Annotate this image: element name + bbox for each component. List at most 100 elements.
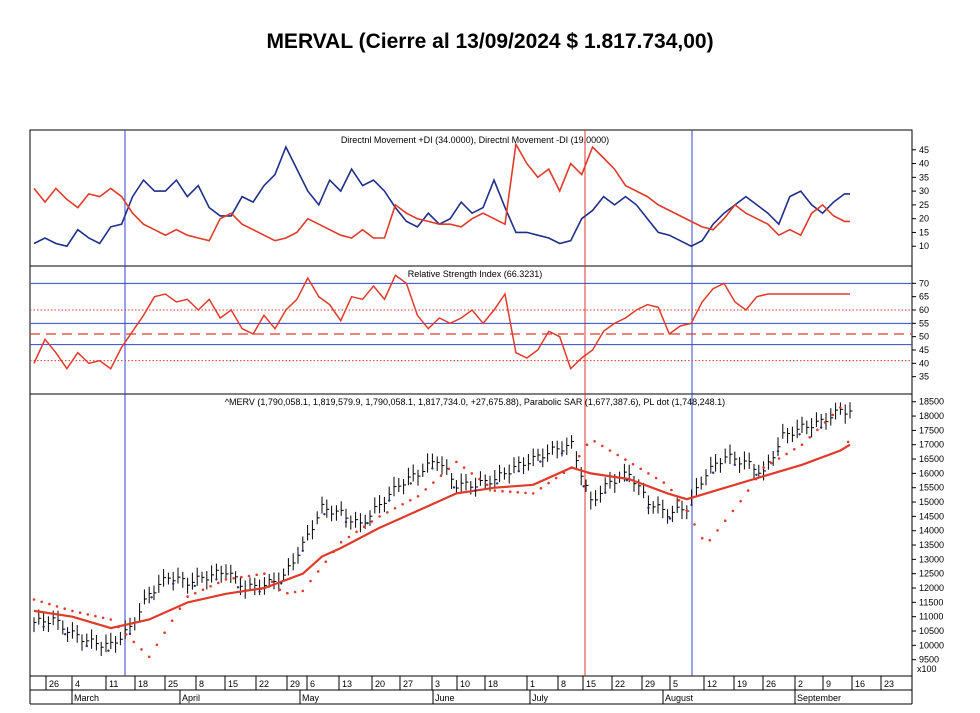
sar-dot-blue: [172, 582, 175, 585]
sar-dot: [447, 467, 451, 471]
sar-dot-blue: [539, 460, 542, 463]
di-ytick-label: 10: [919, 241, 929, 251]
sar-dot-blue: [107, 649, 110, 652]
sar-dot: [309, 579, 312, 583]
sar-dot: [639, 467, 642, 471]
sar-dot: [631, 462, 635, 466]
sar-dot-blue: [215, 578, 218, 581]
sar-dot-blue: [301, 549, 304, 552]
di-ytick-label: 15: [919, 227, 929, 237]
x-month-label: May: [302, 693, 320, 703]
x-day-label: 20: [375, 679, 385, 689]
x-day-label: 4: [75, 679, 80, 689]
sar-dot-blue: [42, 625, 45, 628]
sar-dot: [324, 560, 328, 563]
x-day-label: 8: [199, 679, 204, 689]
sar-dot-blue: [733, 463, 736, 466]
sar-dot: [263, 572, 266, 575]
sar-dot: [224, 578, 228, 581]
sar-dot: [178, 607, 182, 610]
x-day-label: 29: [645, 679, 655, 689]
x-day-label: 5: [673, 679, 678, 689]
sar-dot: [40, 600, 43, 604]
di-panel: 10 15 20 25 30 35 40 45: [33, 141, 929, 251]
sar-dot: [270, 580, 274, 583]
price-ytick-label: 12000: [919, 583, 944, 593]
sar-dot: [147, 655, 151, 659]
x-axis: 26 4 11 18 25 8 15 22 29 6 13 20 27 3 10 18 1 8 15 22 29 5 12 1…: [45, 676, 894, 704]
price-unit-label: x100: [917, 664, 937, 674]
sar-dot: [209, 585, 212, 588]
price-ytick-label: 11500: [919, 597, 943, 607]
sar-dot-blue: [776, 450, 780, 453]
sar-dot-blue: [323, 513, 326, 516]
x-day-label: 9: [826, 679, 831, 689]
sar-dot: [124, 633, 128, 636]
price-ytick-label: 10500: [919, 626, 944, 636]
sar-dot: [501, 489, 504, 493]
x-day-label: 15: [228, 679, 238, 689]
sar-dot: [316, 570, 320, 573]
sar-dot-blue: [236, 586, 240, 589]
sar-dot: [55, 605, 59, 608]
sar-dot: [78, 611, 82, 614]
x-day-label: 27: [403, 679, 413, 689]
rsi-ytick-label: 35: [919, 372, 929, 382]
price-ytick-label: 9500: [919, 655, 939, 665]
sar-dot: [662, 481, 666, 484]
sar-dot: [708, 538, 712, 542]
sar-dot: [286, 591, 289, 595]
rsi-ytick-label: 70: [919, 278, 929, 288]
sar-dot: [585, 443, 589, 447]
sar-dot: [716, 529, 719, 532]
price-ytick-label: 18500: [919, 397, 944, 407]
x-day-label: 6: [310, 679, 315, 689]
sar-dot: [539, 487, 543, 490]
sar-dot: [401, 503, 404, 506]
x-day-label: 15: [586, 679, 596, 689]
x-day-label: 1: [530, 679, 535, 689]
sar-dot: [71, 609, 74, 613]
sar-dot: [524, 491, 527, 495]
sar-dot-blue: [474, 489, 477, 492]
x-month-label: August: [665, 693, 694, 703]
sar-dot: [800, 443, 804, 447]
sar-dot: [785, 452, 788, 456]
sar-dot: [493, 489, 497, 492]
sar-dot: [101, 616, 105, 620]
sar-dot-blue: [604, 491, 607, 494]
sar-dot: [347, 535, 351, 539]
sar-dot-blue: [798, 433, 801, 436]
x-month-label: March: [74, 693, 99, 703]
sar-dot: [693, 523, 696, 526]
sar-dot: [754, 477, 758, 481]
sar-dot: [186, 595, 189, 598]
sar-dot: [217, 581, 220, 585]
sar-dot-blue: [388, 499, 391, 502]
chart-frames: [29, 129, 913, 705]
sar-dot-blue: [128, 632, 132, 636]
sar-dot-blue: [647, 506, 650, 509]
sar-dot: [370, 520, 374, 523]
rsi-ytick-label: 50: [919, 332, 929, 342]
price-ytick-label: 14500: [919, 511, 944, 521]
sar-dot: [470, 472, 474, 475]
sar-dot-blue: [258, 590, 261, 593]
sar-dot: [109, 618, 113, 621]
di-minus-line: [33, 141, 850, 242]
sar-dot: [362, 525, 366, 528]
price-ytick-label: 17000: [919, 440, 944, 450]
x-month-label: June: [435, 693, 455, 703]
rsi-ytick-label: 65: [919, 292, 929, 302]
sar-dot: [478, 477, 481, 481]
sar-dot: [616, 453, 619, 457]
sar-dot: [485, 483, 489, 487]
price-ytick-label: 16000: [919, 468, 944, 478]
di-ytick-label: 30: [919, 186, 929, 196]
x-day-label: 26: [49, 679, 59, 689]
rsi-ytick-label: 40: [919, 358, 929, 368]
sar-dot: [424, 488, 428, 491]
sar-dot-blue: [496, 482, 499, 485]
sar-dot: [170, 619, 174, 622]
sar-dot: [739, 499, 742, 503]
